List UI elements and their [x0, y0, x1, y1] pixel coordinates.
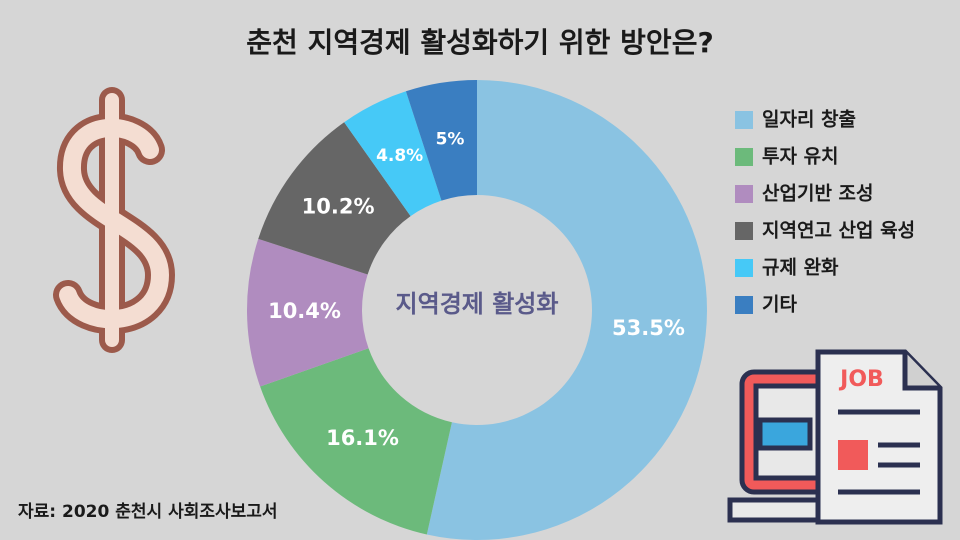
donut-segment [344, 91, 442, 217]
donut-segment [258, 122, 411, 275]
legend-swatch [735, 111, 753, 129]
legend-label: 지역연고 산업 육성 [762, 220, 915, 242]
data-label: 16.1% [326, 426, 399, 450]
data-label: 5% [436, 130, 465, 150]
legend-label: 규제 완화 [762, 257, 839, 279]
data-label: 4.8% [376, 146, 423, 166]
source: 자료: 2020 춘천시 사회조사보고서 [18, 502, 278, 522]
dollar-icon [53, 87, 176, 353]
legend-label: 산업기반 조성 [762, 183, 874, 205]
center-label: 지역경제 활성화 [396, 290, 559, 318]
legend-label: 일자리 창출 [762, 109, 856, 131]
legend-swatch [735, 222, 753, 240]
donut-segment [247, 238, 369, 387]
data-label: 10.4% [268, 299, 341, 323]
donut-segment [405, 80, 477, 201]
legend-swatch [735, 296, 753, 314]
legend-swatch [735, 259, 753, 277]
legend-label: 기타 [762, 294, 797, 316]
job-text: JOB [838, 367, 884, 392]
chart-title: 춘천 지역경제 활성화하기 위한 방안은? [246, 26, 713, 59]
data-label: 53.5% [612, 316, 685, 340]
job-icon [727, 349, 943, 525]
legend-swatch [735, 148, 753, 166]
legend-swatch [735, 185, 753, 203]
donut-segment [260, 348, 452, 535]
donut-segment [426, 80, 707, 540]
legend-label: 투자 유치 [762, 146, 839, 168]
data-label: 10.2% [302, 195, 375, 219]
